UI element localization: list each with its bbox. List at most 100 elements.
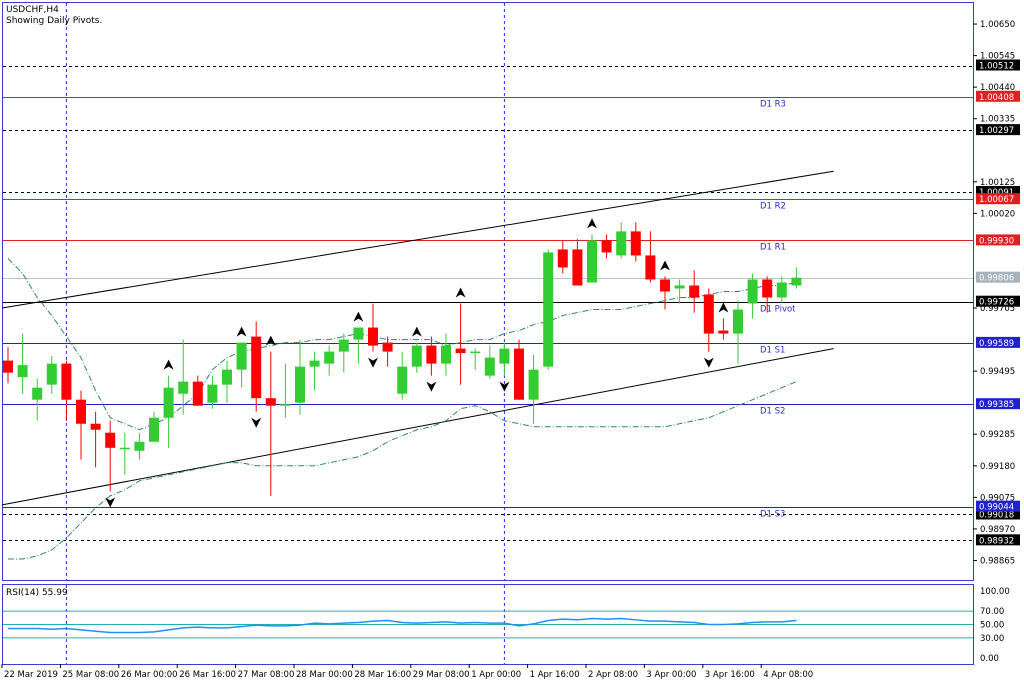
- fractal-down-arrow: [251, 417, 262, 428]
- dashed-level-tag-box: [976, 534, 1020, 546]
- fractal-up-arrow: [718, 302, 729, 313]
- price-tags: 1.00512 1.00297 1.00091 0.99018 0.98932 1.004…: [976, 59, 1020, 546]
- trendline: [1, 170, 834, 309]
- pivot-level-label: D1 R3: [760, 100, 786, 110]
- candle-body: [776, 282, 787, 298]
- fractal-up-arrow: [265, 335, 276, 346]
- time-axis: 22 Mar 2019 25 Mar 08:00 26 Mar 00:00 26 Ma…: [1, 664, 813, 680]
- candle-body: [587, 240, 597, 283]
- candle-body: [207, 384, 218, 403]
- candle-body: [718, 330, 729, 334]
- price-tick-label: 0.99180: [980, 462, 1015, 472]
- price-tick-label: 0.98970: [980, 525, 1015, 535]
- candle-body: [338, 339, 349, 352]
- pivot-level-tag-label: 0.99589: [979, 339, 1014, 349]
- candle-body: [32, 387, 43, 400]
- rsi-label: RSI(14) 55.99: [6, 588, 68, 598]
- price-tick-label: 0.99285: [980, 430, 1015, 440]
- dashed-level-tag-box: [976, 508, 1020, 520]
- pivot-level-label: D1 R1: [760, 243, 786, 253]
- time-tick-label: 25 Mar 08:00: [62, 670, 119, 680]
- fractal-arrows: [105, 218, 729, 508]
- moving-average-lines: [7, 258, 797, 560]
- time-tick-label: 28 Mar 00:00: [296, 670, 353, 680]
- pivot-level-label: D1 S1: [760, 346, 785, 356]
- price-tick-label: 1.00545: [980, 52, 1015, 62]
- candle-body: [616, 231, 627, 256]
- current-price-tag-box: [976, 271, 1020, 283]
- pivot-level-tag-box: [976, 398, 1020, 410]
- pivot-level-tag-box: [976, 234, 1020, 246]
- candle-body: [149, 417, 159, 442]
- pivot-level-tag-label: 0.99930: [979, 236, 1014, 246]
- pivot-level-tag-box: [976, 193, 1020, 205]
- time-tick-label: 29 Mar 08:00: [413, 670, 470, 680]
- pivot-level-tag-label: 1.00067: [979, 195, 1014, 205]
- candle-body: [645, 255, 656, 280]
- current-price-tag-label: 0.99806: [979, 274, 1014, 284]
- price-tick-label: 1.00440: [980, 83, 1015, 93]
- pivot-level-label: D1 S3: [760, 510, 785, 520]
- price-axis: 1.006501.005451.004401.003351.001251.000…: [973, 20, 1015, 566]
- time-tick-label: 26 Mar 00:00: [121, 670, 178, 680]
- pivot-level-tag-box: [976, 295, 1020, 307]
- rsi-indicator: 100.00 70.00 50.00 30.00 0.00: [3, 587, 1010, 664]
- pivot-level-label: D1 Pivot: [760, 305, 796, 315]
- candle-body: [295, 366, 305, 403]
- time-tick-label: 1 Apr 16:00: [530, 670, 580, 680]
- candle-body: [426, 345, 437, 364]
- candle-body: [762, 279, 773, 298]
- candle-body: [222, 369, 232, 385]
- fractal-up-arrow: [353, 311, 364, 322]
- dashed-level-tag-box: [976, 186, 1020, 198]
- time-tick-label: 26 Mar 16:00: [179, 670, 236, 680]
- fractal-up-arrow: [455, 287, 466, 298]
- dashed-level-tag-label: 1.00091: [979, 188, 1014, 198]
- rsi-tick-label: 30.00: [980, 634, 1004, 644]
- rsi-tick-label: 0.00: [980, 654, 999, 664]
- pivot-level-tag-label: 1.00408: [979, 93, 1014, 103]
- candle-body: [411, 345, 422, 367]
- moving-average-line: [7, 258, 797, 431]
- candle-body: [309, 360, 320, 367]
- candle-body: [674, 285, 685, 289]
- rsi-tick-label: 100.00: [980, 587, 1010, 597]
- candle-body: [76, 399, 86, 424]
- pivot-level-tag-box: [976, 336, 1020, 348]
- candle-body: [382, 342, 393, 352]
- candle-body: [791, 277, 802, 286]
- price-tick-label: 0.99075: [980, 493, 1015, 503]
- pivot-level-tag-label: 0.99044: [979, 503, 1014, 513]
- time-tick-label: 22 Mar 2019: [4, 670, 58, 680]
- candle-body: [280, 404, 291, 406]
- candle-body: [528, 369, 539, 400]
- dashed-level-tag-box: [976, 59, 1020, 71]
- price-tick-label: 1.00020: [980, 209, 1015, 219]
- pivot-level-tag-box: [976, 500, 1020, 512]
- candle-body: [557, 249, 568, 268]
- price-tick-label: 1.00335: [980, 115, 1015, 125]
- candle-body: [703, 294, 714, 334]
- period-separators: [65, 3, 505, 664]
- candle-body: [178, 381, 189, 394]
- pivot-subtitle: Showing Daily Pivots.: [6, 16, 102, 26]
- trendlines: [1, 170, 834, 506]
- candlesticks: [3, 222, 802, 496]
- price-tick-label: 1.00125: [980, 178, 1015, 188]
- price-tick-label: 0.99705: [980, 304, 1015, 314]
- candle-body: [630, 231, 641, 256]
- symbol-title: USDCHF,H4: [6, 5, 59, 15]
- pivot-level-label: D1 R2: [760, 202, 786, 212]
- rsi-line: [8, 617, 797, 634]
- candle-body: [353, 327, 364, 340]
- candle-body: [601, 240, 612, 253]
- lower-band-line: [8, 381, 797, 560]
- fractal-up-arrow: [236, 326, 247, 337]
- candle-body: [46, 363, 57, 385]
- candle-body: [119, 447, 130, 450]
- pivot-level-label: D1 S2: [760, 407, 785, 417]
- time-tick-label: 2 Apr 08:00: [588, 670, 638, 680]
- fractal-up-arrow: [587, 218, 597, 229]
- pivot-level-tag-label: 0.99385: [979, 400, 1014, 410]
- time-tick-label: 28 Mar 16:00: [354, 670, 411, 680]
